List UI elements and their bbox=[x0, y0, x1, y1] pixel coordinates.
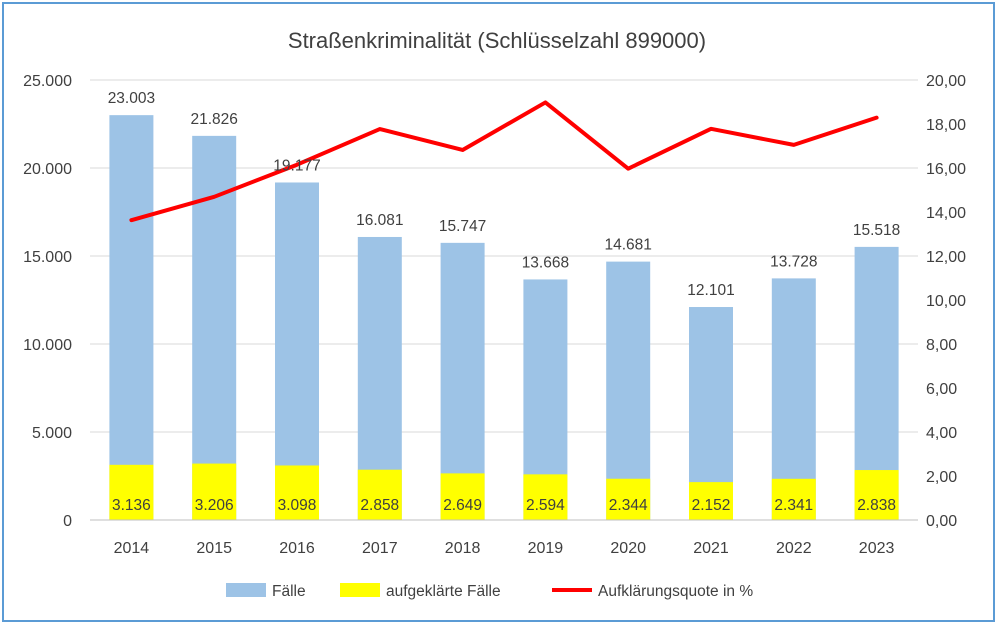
legend-label-aufgeklaerte-faelle: aufgeklärte Fälle bbox=[386, 583, 501, 600]
y-left-tick-label: 25.000 bbox=[23, 73, 72, 90]
bar-aufgeklaerte-faelle bbox=[689, 482, 733, 520]
data-label-faelle: 15.747 bbox=[439, 218, 486, 235]
x-tick-label: 2019 bbox=[528, 540, 564, 557]
bar-aufgeklaerte-faelle bbox=[192, 463, 237, 520]
bar-aufgeklaerte-faelle bbox=[275, 465, 319, 520]
data-label-aufgeklaerte-faelle: 2.858 bbox=[360, 497, 399, 514]
y-right-tick-label: 6,00 bbox=[926, 381, 957, 398]
legend-label-aufklaerungsquote: Aufklärungsquote in % bbox=[598, 583, 753, 600]
x-tick-label: 2016 bbox=[279, 540, 315, 557]
y-right-tick-label: 2,00 bbox=[926, 469, 957, 486]
data-label-aufgeklaerte-faelle: 2.344 bbox=[609, 497, 648, 514]
y-right-tick-label: 20,00 bbox=[926, 73, 966, 90]
data-label-aufgeklaerte-faelle: 2.594 bbox=[526, 497, 565, 514]
bar-aufgeklaerte-faelle bbox=[523, 474, 568, 520]
y-left-tick-label: 10.000 bbox=[23, 337, 72, 354]
data-label-faelle: 23.003 bbox=[108, 90, 155, 107]
bar-faelle bbox=[606, 261, 651, 520]
line-aufklaerungsquote bbox=[129, 100, 879, 223]
y-right-tick-label: 14,00 bbox=[926, 205, 966, 222]
bar-aufgeklaerte-faelle bbox=[854, 470, 899, 520]
bar-faelle bbox=[192, 135, 237, 520]
data-label-aufgeklaerte-faelle: 2.649 bbox=[443, 497, 482, 514]
data-label-faelle: 12.101 bbox=[687, 282, 734, 299]
x-tick-label: 2021 bbox=[693, 540, 729, 557]
bar-aufgeklaerte-faelle bbox=[357, 469, 402, 520]
x-tick-label: 2017 bbox=[362, 540, 398, 557]
legend-swatch-aufgeklaerte-faelle bbox=[340, 583, 380, 597]
y-right-tick-label: 8,00 bbox=[926, 337, 957, 354]
chart-title: Straßenkriminalität (Schlüsselzahl 89900… bbox=[288, 28, 706, 53]
bar-aufgeklaerte-faelle bbox=[606, 478, 651, 520]
data-labels: 23.003 21.826 19.177 16.081 15.747 13.668 14.6… bbox=[108, 90, 901, 514]
x-tick-label: 2014 bbox=[114, 540, 150, 557]
data-label-faelle: 13.728 bbox=[770, 253, 817, 270]
x-tick-label: 2015 bbox=[196, 540, 232, 557]
legend-swatch-faelle bbox=[226, 583, 266, 597]
bar-aufgeklaerte-faelle bbox=[771, 478, 816, 520]
data-label-faelle: 16.081 bbox=[356, 212, 403, 229]
bars bbox=[109, 115, 899, 521]
x-tick-label: 2018 bbox=[445, 540, 481, 557]
y-left-tick-label: 0 bbox=[63, 513, 72, 530]
bar-faelle bbox=[275, 182, 319, 520]
legend: Fälle aufgeklärte Fälle Aufklärungsquote i… bbox=[226, 583, 753, 600]
data-label-aufgeklaerte-faelle: 3.098 bbox=[278, 497, 317, 514]
bar-faelle bbox=[109, 115, 154, 520]
y-right-tick-label: 18,00 bbox=[926, 117, 966, 134]
y-right-tick-label: 12,00 bbox=[926, 249, 966, 266]
data-label-aufgeklaerte-faelle: 2.152 bbox=[692, 497, 731, 514]
rate-line bbox=[129, 100, 879, 223]
bar-aufgeklaerte-faelle bbox=[440, 473, 485, 520]
y-right-tick-label: 0,00 bbox=[926, 513, 957, 530]
x-tick-label: 2022 bbox=[776, 540, 812, 557]
x-tick-label: 2020 bbox=[610, 540, 646, 557]
data-label-faelle: 13.668 bbox=[522, 254, 569, 271]
data-label-aufgeklaerte-faelle: 3.136 bbox=[112, 497, 151, 514]
y-right-tick-label: 4,00 bbox=[926, 425, 957, 442]
data-label-aufgeklaerte-faelle: 3.206 bbox=[195, 497, 234, 514]
x-tick-label: 2023 bbox=[859, 540, 895, 557]
data-label-aufgeklaerte-faelle: 2.341 bbox=[774, 497, 813, 514]
axes: 0 5.000 10.000 15.000 20.000 25.000 0,00 2,00 4,… bbox=[23, 73, 966, 557]
y-left-tick-label: 15.000 bbox=[23, 249, 72, 266]
data-label-aufgeklaerte-faelle: 2.838 bbox=[857, 497, 896, 514]
y-right-tick-label: 16,00 bbox=[926, 161, 966, 178]
y-left-tick-label: 20.000 bbox=[23, 161, 72, 178]
legend-label-faelle: Fälle bbox=[272, 583, 306, 600]
y-left-tick-label: 5.000 bbox=[32, 425, 72, 442]
data-label-faelle: 15.518 bbox=[853, 222, 900, 239]
data-label-faelle: 14.681 bbox=[604, 237, 651, 254]
data-label-faelle: 21.826 bbox=[190, 111, 237, 128]
data-label-faelle: 19.177 bbox=[273, 157, 320, 174]
y-right-tick-label: 10,00 bbox=[926, 293, 966, 310]
bar-aufgeklaerte-faelle bbox=[109, 464, 154, 520]
